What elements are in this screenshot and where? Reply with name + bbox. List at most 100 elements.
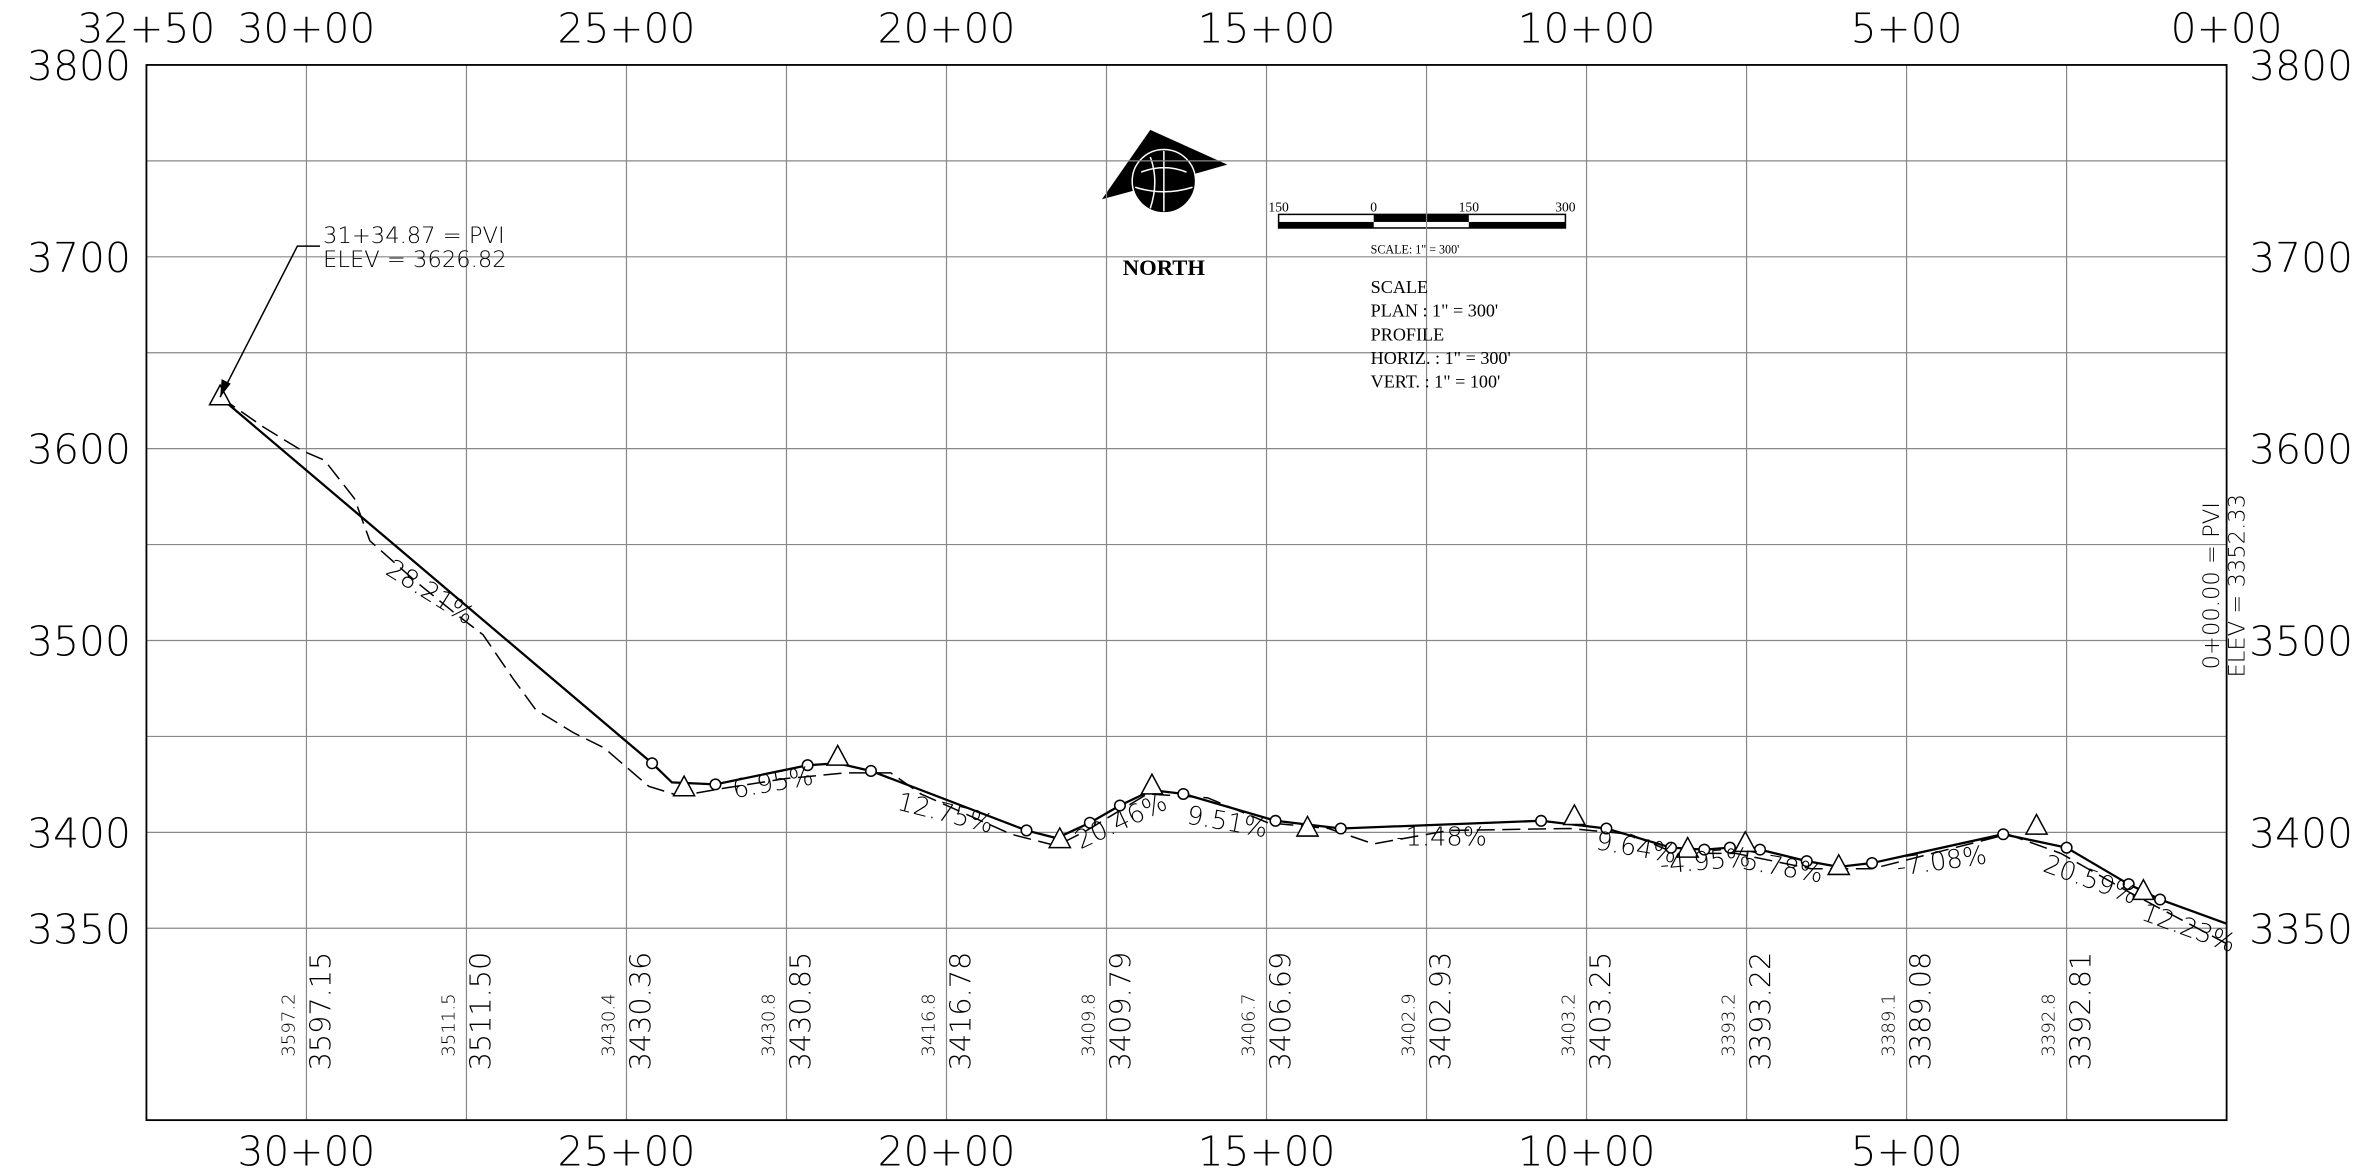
scale-note: HORIZ. : 1" = 300' (1371, 348, 1511, 368)
x-top-tick-label: 0+00 (2171, 4, 2283, 52)
north-arrow (1101, 129, 1228, 214)
x-top-tick-label: 25+00 (558, 4, 696, 52)
existing-elevation: 3402.9 (1398, 993, 1419, 1056)
scale-caption: SCALE: 1" = 300' (1371, 243, 1460, 257)
proposed-elevation: 3393.22 (1744, 952, 1778, 1071)
proposed-elevation: 3406.69 (1264, 952, 1298, 1071)
existing-elevation: 3406.7 (1238, 993, 1259, 1056)
north-label: NORTH (1123, 255, 1206, 280)
y2-tick-label: 3400 (2249, 809, 2353, 857)
station-point (1800, 855, 1813, 868)
y-tick-label: 3800 (27, 42, 131, 90)
scale-note: PROFILE (1371, 324, 1444, 344)
proposed-elevation: 3392.81 (2064, 952, 2098, 1071)
scale-bar-label: 0 (1370, 199, 1377, 214)
y2-tick-label: 3700 (2249, 234, 2353, 282)
existing-ground-line (219, 396, 2227, 945)
x-tick-label: 20+00 (878, 1127, 1016, 1173)
pvi-marker (1562, 803, 1587, 826)
y-tick-label: 3350 (27, 905, 131, 953)
y2-tick-label: 3800 (2249, 42, 2353, 90)
scale-bar-label: 150 (1459, 199, 1480, 214)
x-top-tick-label: 30+00 (238, 4, 376, 52)
station-point (646, 757, 659, 770)
scale-note: VERT. : 1" = 100' (1371, 372, 1501, 392)
y-tick-label: 3600 (27, 426, 131, 474)
leader-arrowhead (220, 379, 231, 398)
existing-elevation: 3409.8 (1078, 993, 1099, 1056)
scale-bar-label: 300 (1555, 199, 1576, 214)
existing-elevation: 3389.1 (1879, 993, 1900, 1056)
proposed-elevation: 3403.25 (1584, 952, 1618, 1071)
proposed-elevation: 3430.85 (784, 952, 818, 1071)
station-point (1698, 843, 1711, 856)
station-point (1865, 857, 1879, 870)
pvi-marker (1675, 835, 1700, 858)
pvi-marker (1295, 814, 1320, 837)
pvi-note: 0+00.00 = PVI (2199, 502, 2225, 669)
existing-elevation: 3597.2 (278, 993, 299, 1056)
station-point (1083, 816, 1096, 829)
plot-frame (145, 64, 2228, 1122)
station-point (1535, 814, 1548, 827)
x-top-tick-label: 20+00 (878, 4, 1016, 52)
y2-tick-label: 3350 (2249, 905, 2353, 953)
pvi-marker (672, 774, 696, 797)
proposed-elevation: 3409.79 (1104, 952, 1138, 1071)
scale-bar (1277, 213, 1567, 229)
existing-elevation: 3511.5 (438, 993, 459, 1056)
pvi-marker (1047, 826, 1072, 849)
pvi-marker (208, 383, 232, 406)
station-point (1997, 828, 2010, 841)
station-point (1177, 787, 1190, 801)
y2-tick-label: 3600 (2249, 426, 2353, 474)
station-point (1269, 814, 1282, 827)
scale-note: SCALE (1371, 277, 1428, 297)
existing-elevation: 3393.2 (1718, 993, 1739, 1056)
existing-elevation: 3403.2 (1558, 993, 1579, 1056)
scale-bar-label: 150 (1268, 199, 1289, 214)
proposed-elevation: 3389.08 (1904, 952, 1938, 1071)
station-point (1723, 841, 1736, 854)
station-point (801, 759, 814, 772)
station-point (2060, 841, 2073, 854)
proposed-elevation: 3430.36 (624, 952, 658, 1071)
existing-elevation: 3430.8 (758, 993, 779, 1056)
scale-note: PLAN : 1" = 300' (1371, 301, 1499, 321)
leader-line (219, 245, 321, 398)
x-tick-label: 25+00 (558, 1127, 696, 1173)
y-tick-label: 3700 (27, 234, 131, 282)
proposed-elevation: 3402.93 (1424, 952, 1458, 1071)
x-top-tick-label: 5+00 (1851, 4, 1963, 52)
station-point (864, 764, 878, 777)
station-point (1020, 824, 1033, 837)
y-tick-label: 3500 (27, 618, 131, 666)
x-tick-label: 5+00 (1851, 1127, 1963, 1173)
existing-elevation: 3430.4 (598, 993, 619, 1056)
existing-elevation: 3416.8 (918, 993, 939, 1056)
station-point (1665, 841, 1678, 854)
pvi-note: 31+34.87 = PVI (323, 223, 505, 249)
x-top-tick-label: 32+50 (77, 4, 215, 52)
pvi-marker (1826, 853, 1851, 876)
existing-elevation: 3392.8 (2039, 993, 2060, 1056)
y2-tick-label: 3500 (2249, 618, 2353, 666)
y-tick-label: 3400 (27, 809, 131, 857)
pvi-marker (2131, 878, 2156, 901)
station-point (2122, 878, 2135, 891)
pvi-marker (1733, 830, 1758, 853)
pvi-marker (1140, 772, 1164, 795)
station-point (1113, 799, 1126, 812)
pvi-marker (2024, 812, 2049, 835)
pvi-note: ELEV = 3626.82 (323, 247, 507, 273)
x-top-tick-label: 10+00 (1518, 4, 1656, 52)
x-top-tick-label: 15+00 (1198, 4, 1336, 52)
station-point (1600, 822, 1613, 835)
station-point (709, 778, 722, 791)
proposed-elevation: 3511.50 (464, 952, 498, 1071)
grade-label: -1.48% (1396, 822, 1487, 852)
pvi-marker (825, 743, 850, 766)
x-tick-label: 15+00 (1198, 1127, 1336, 1173)
proposed-elevation: 3597.15 (304, 952, 338, 1071)
